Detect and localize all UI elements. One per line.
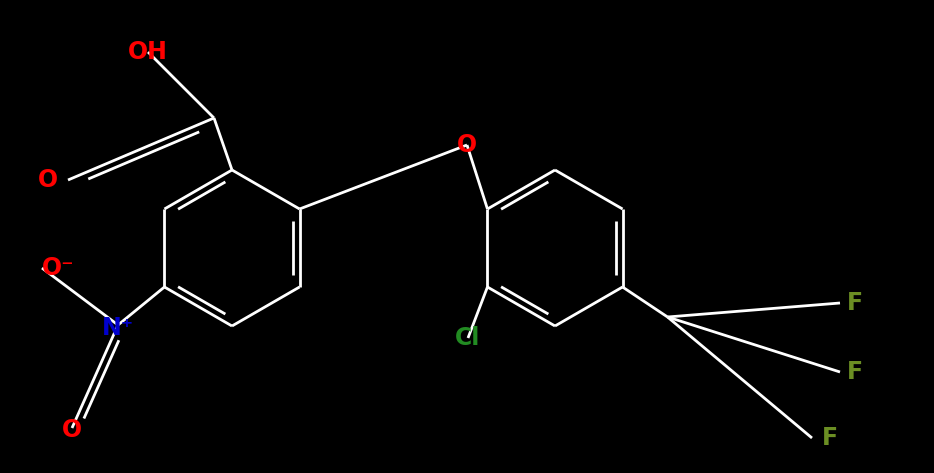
Text: F: F: [847, 360, 863, 384]
Text: F: F: [822, 426, 838, 450]
Text: O: O: [62, 418, 82, 442]
Text: OH: OH: [128, 40, 168, 64]
Text: O: O: [38, 168, 58, 192]
Text: F: F: [847, 291, 863, 315]
Text: Cl: Cl: [455, 326, 481, 350]
Text: O: O: [457, 133, 477, 157]
Text: N⁺: N⁺: [102, 316, 134, 340]
Text: O⁻: O⁻: [42, 256, 75, 280]
